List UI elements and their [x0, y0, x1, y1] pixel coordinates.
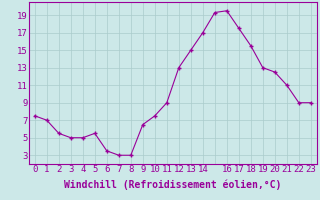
- X-axis label: Windchill (Refroidissement éolien,°C): Windchill (Refroidissement éolien,°C): [64, 180, 282, 190]
